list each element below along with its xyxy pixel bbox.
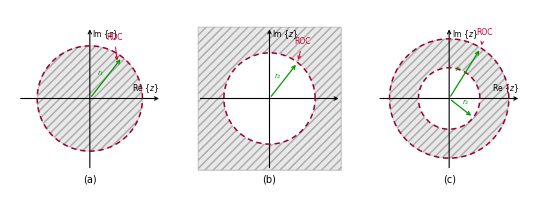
Text: ROC: ROC [295,37,311,59]
Text: r₁: r₁ [98,71,103,76]
Text: Re $\{z\}$: Re $\{z\}$ [492,82,519,95]
Text: (c): (c) [443,175,455,185]
Bar [198,27,341,170]
Circle shape [418,68,480,129]
Circle shape [224,53,315,144]
Text: (b): (b) [262,175,277,185]
Text: ROC: ROC [476,28,493,44]
Bar [198,27,341,170]
Circle shape [390,39,509,158]
Text: Im $\{z\}$: Im $\{z\}$ [93,29,119,41]
Text: r₂: r₂ [275,73,281,79]
Text: Im $\{z\}$: Im $\{z\}$ [272,29,299,41]
Text: r₂: r₂ [462,99,468,105]
Text: Re $\{z\}$: Re $\{z\}$ [133,82,160,95]
Text: Im $\{z\}$: Im $\{z\}$ [452,29,479,41]
Text: (a): (a) [83,175,96,185]
Text: ROC: ROC [106,33,123,59]
Text: r₁: r₁ [456,66,462,72]
Circle shape [37,46,142,151]
